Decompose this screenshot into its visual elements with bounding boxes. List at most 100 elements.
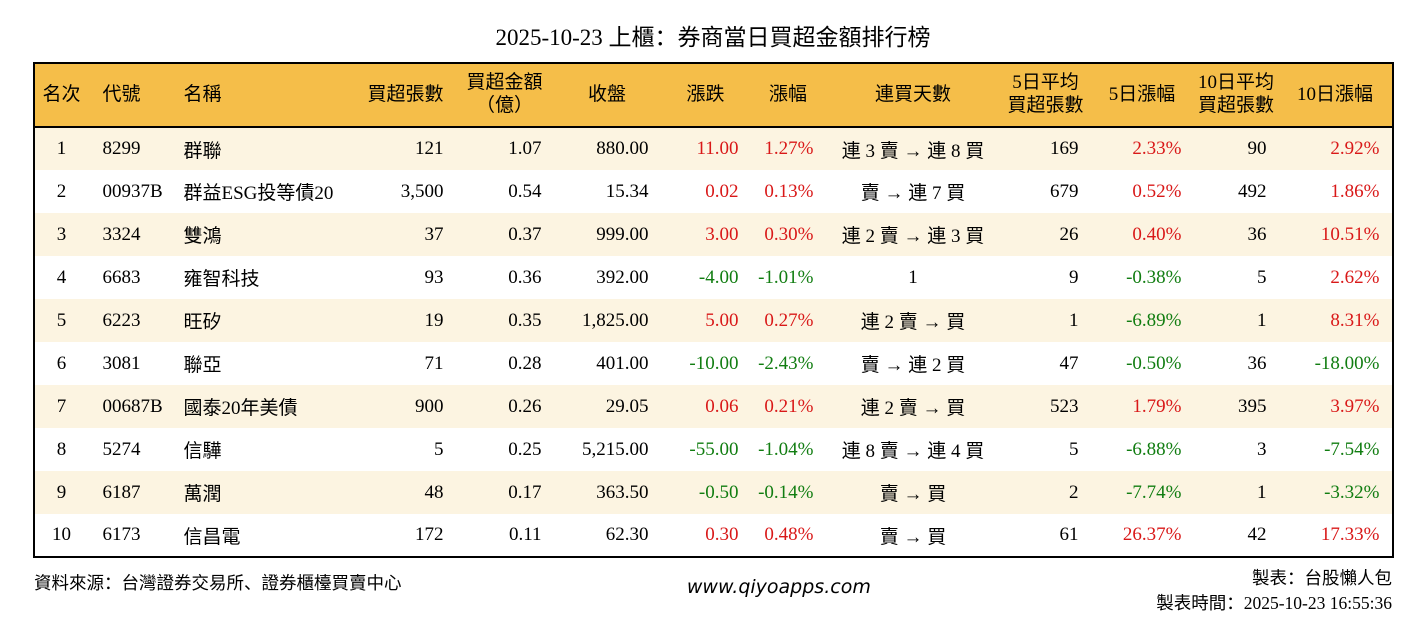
cell-avg5: 9	[1069, 266, 1079, 288]
cell-close: 392.00	[596, 266, 649, 288]
cell-buy_amount: 0.36	[508, 266, 542, 288]
cell-change: -55.00	[689, 438, 739, 460]
table-row: 6 3081 聯亞 71 0.28 401.00 -10.00 -2.43% 賣 → 連 2 買…	[33, 342, 1393, 385]
cell-change_pct: 0.27%	[764, 309, 814, 331]
cell-avg5: 61	[1059, 524, 1079, 545]
cell-close: 401.00	[596, 352, 649, 374]
cell-close: 999.00	[596, 223, 649, 245]
cell-avg10: 5	[1257, 266, 1267, 288]
cell-change_pct: -1.04%	[758, 438, 814, 460]
cell-avg10: 3	[1257, 438, 1267, 460]
col-header-change: 漲跌	[686, 83, 725, 105]
cell-avg10: 36	[1247, 352, 1267, 374]
cell-buy_volume: 19	[424, 309, 444, 331]
cell-rank: 1	[56, 138, 67, 159]
cell-buy_amount: 1.07	[508, 138, 542, 159]
cell-avg5: 523	[1050, 395, 1079, 417]
cell-buy_amount: 0.11	[508, 524, 542, 545]
cell-avg5: 2	[1069, 481, 1079, 503]
cell-buy_amount: 0.17	[508, 481, 542, 503]
cell-pct5: -6.89%	[1126, 309, 1182, 331]
col-header-pct10: 10日漲幅	[1296, 83, 1373, 105]
col-header-code: 代號	[102, 83, 141, 105]
cell-change: -4.00	[698, 266, 739, 288]
cell-avg10: 42	[1247, 524, 1267, 545]
table-body: 1 8299 群聯 121 1.07 880.00 11.00 1.27% 連 3 賣 → 連 …	[33, 127, 1393, 557]
cell-code: 6173	[102, 524, 141, 545]
credit-block: 製表：台股懶人包 製表時間：2025-10-23 16:55:36	[1156, 566, 1392, 617]
page-title: 2025-10-23 上櫃：券商當日買超金額排行榜	[495, 25, 931, 50]
cell-pct10: 1.86%	[1330, 180, 1380, 202]
cell-buy_volume: 172	[415, 524, 444, 545]
table-row: 5 6223 旺矽 19 0.35 1,825.00 5.00 0.27% 連 2 賣 → 買 1…	[33, 299, 1393, 342]
table-row: 9 6187 萬潤 48 0.17 363.50 -0.50 -0.14% 賣 → 買 2 -7.7…	[33, 471, 1393, 514]
cell-change: 5.00	[705, 309, 739, 331]
cell-streak: 1	[908, 266, 918, 288]
cell-name: 旺矽	[183, 312, 222, 333]
col-header-avg5: 5日平均 買超張數	[1007, 72, 1084, 116]
cell-close: 15.34	[605, 180, 649, 202]
cell-code: 00937B	[102, 180, 163, 202]
cell-code: 3324	[102, 223, 141, 245]
cell-name: 群益ESG投等債20	[183, 183, 334, 204]
ranking-table: 名次 代號 名稱 買超張數 買超金額 （億） 收盤 漲跌 漲幅 連買天數 5日平…	[32, 62, 1394, 558]
cell-change_pct: 0.13%	[764, 180, 814, 202]
cell-buy_volume: 71	[424, 352, 444, 374]
cell-change_pct: 0.21%	[764, 395, 814, 417]
cell-change: 0.02	[705, 180, 739, 202]
credit-author: 製表：台股懶人包	[1251, 568, 1392, 588]
cell-name: 萬潤	[183, 484, 222, 505]
cell-streak: 賣 → 買	[879, 526, 947, 548]
cell-buy_amount: 0.28	[508, 352, 542, 374]
table-row: 4 6683 雍智科技 93 0.36 392.00 -4.00 -1.01% 1 9 -0.38%…	[33, 256, 1393, 299]
cell-change: -0.50	[698, 481, 739, 503]
cell-code: 3081	[102, 352, 141, 374]
cell-pct10: -3.32%	[1324, 481, 1380, 503]
cell-change_pct: 0.48%	[764, 524, 814, 545]
cell-avg10: 1	[1257, 309, 1267, 331]
cell-name: 聯亞	[183, 355, 222, 376]
credit-timestamp: 製表時間：2025-10-23 16:55:36	[1156, 593, 1392, 614]
cell-buy_amount: 0.54	[508, 180, 542, 202]
cell-buy_amount: 0.26	[508, 395, 542, 417]
table-header-row: 名次 代號 名稱 買超張數 買超金額 （億） 收盤 漲跌 漲幅 連買天數 5日平…	[33, 63, 1393, 127]
cell-pct10: 3.97%	[1330, 395, 1380, 417]
cell-change_pct: 0.30%	[764, 223, 814, 245]
cell-buy_volume: 93	[424, 266, 444, 288]
cell-pct5: -6.88%	[1126, 438, 1182, 460]
cell-change: 0.30	[705, 524, 739, 545]
col-header-change-pct: 漲幅	[768, 83, 807, 105]
cell-close: 1,825.00	[582, 309, 649, 331]
cell-avg5: 679	[1050, 180, 1079, 202]
table-row: 8 5274 信驊 5 0.25 5,215.00 -55.00 -1.04% 連 8 賣 → …	[33, 428, 1393, 471]
cell-avg10: 1	[1257, 481, 1267, 503]
cell-close: 5,215.00	[582, 438, 649, 460]
table-row: 7 00687B 國泰20年美債 900 0.26 29.05 0.06 0.21% 連 2 賣…	[33, 385, 1393, 428]
cell-pct5: 26.37%	[1122, 524, 1182, 545]
cell-buy_volume: 3,500	[400, 180, 444, 202]
cell-change_pct: -2.43%	[758, 352, 814, 374]
cell-pct10: 2.62%	[1330, 266, 1380, 288]
cell-pct5: -0.50%	[1126, 352, 1182, 374]
cell-buy_volume: 37	[424, 223, 444, 245]
cell-buy_volume: 900	[415, 395, 444, 417]
cell-buy_volume: 121	[415, 138, 444, 159]
col-header-buy-volume: 買超張數	[367, 83, 444, 105]
cell-pct5: 2.33%	[1132, 138, 1182, 159]
cell-buy_volume: 48	[424, 481, 444, 503]
col-header-streak: 連買天數	[874, 83, 951, 105]
data-source-text: 資料來源：台灣證券交易所、證券櫃檯買賣中心	[34, 573, 402, 593]
cell-rank: 2	[56, 180, 67, 202]
cell-rank: 5	[56, 309, 67, 331]
cell-name: 雙鴻	[183, 226, 222, 247]
cell-change_pct: 1.27%	[764, 138, 814, 159]
cell-avg5: 5	[1069, 438, 1079, 460]
cell-avg10: 90	[1247, 138, 1267, 159]
website-link[interactable]: www.qiyoapps.com	[686, 576, 871, 598]
cell-streak: 連 8 賣 → 連 4 買	[841, 441, 985, 462]
cell-streak: 連 2 賣 → 買	[860, 312, 966, 333]
cell-code: 5274	[102, 438, 141, 460]
cell-rank: 9	[56, 481, 67, 503]
col-header-rank: 名次	[42, 83, 81, 105]
col-header-buy-amount: 買超金額 （億）	[466, 72, 543, 116]
